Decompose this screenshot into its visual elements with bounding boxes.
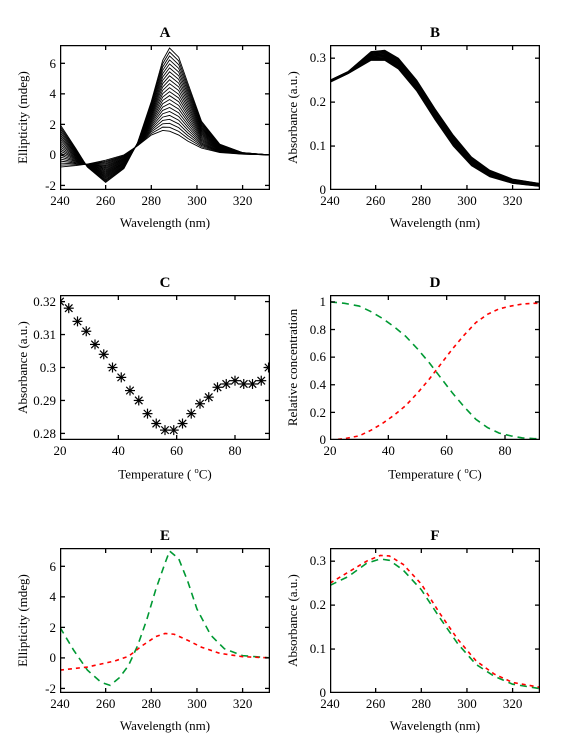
ytick-label: 0.32 [33,294,56,310]
ytick-label: 0.1 [310,138,326,154]
ytick-label: 0.3 [310,553,326,569]
ytick-label: 0 [320,182,327,198]
xtick-label: 320 [223,696,263,712]
panel-title-A: A [60,25,270,42]
ytick-label: 0.6 [310,349,326,365]
ylabel-F: Absorbance (a.u.) [285,548,301,693]
xlabel-E: Wavelength (nm) [60,718,270,734]
xtick-label: 300 [177,193,217,209]
ytick-label: 0.31 [33,327,56,343]
ytick-label: 0 [320,685,327,701]
panel-title-C: C [60,275,270,292]
xtick-label: 300 [447,696,487,712]
xtick-label: 280 [401,696,441,712]
xlabel-F: Wavelength (nm) [330,718,540,734]
ytick-label: 0.29 [33,393,56,409]
ytick-label: 0 [50,650,57,666]
xtick-label: 60 [157,443,197,459]
xtick-label: 320 [493,193,533,209]
ylabel-D: Relative concentration [285,295,301,440]
ylabel-A: Ellipticity (mdeg) [15,45,31,190]
ytick-label: 0.4 [310,377,326,393]
ylabel-C: Absorbance (a.u.) [15,295,31,440]
xtick-label: 240 [310,193,350,209]
xtick-label: 280 [131,696,171,712]
xtick-label: 260 [86,696,126,712]
ytick-label: 6 [50,56,57,72]
ytick-label: 6 [50,559,57,575]
xtick-label: 20 [310,443,350,459]
ytick-label: 0.3 [310,50,326,66]
xtick-label: 320 [493,696,533,712]
ytick-label: 0.8 [310,322,326,338]
panel-B [330,45,540,190]
xtick-label: 240 [40,193,80,209]
xtick-label: 20 [40,443,80,459]
xtick-label: 40 [368,443,408,459]
ytick-label: 0.1 [310,641,326,657]
xtick-label: 80 [215,443,255,459]
panel-plot-E [60,548,270,693]
ylabel-E: Ellipticity (mdeg) [15,548,31,693]
panel-plot-A [60,45,270,190]
panel-plot-F [330,548,540,693]
xtick-label: 260 [356,696,396,712]
ytick-label: 0.3 [40,360,56,376]
panel-title-E: E [60,528,270,545]
ytick-label: 2 [50,620,57,636]
xtick-label: 260 [356,193,396,209]
xtick-label: 40 [98,443,138,459]
panel-plot-D [330,295,540,440]
xtick-label: 80 [485,443,525,459]
figure-root: AEllipticity (mdeg)Wavelength (nm)240260… [0,0,566,731]
ytick-label: 4 [50,86,57,102]
panel-D [330,295,540,440]
ytick-label: 0 [50,147,57,163]
xtick-label: 280 [401,193,441,209]
panel-E [60,548,270,693]
ytick-label: 0 [320,432,327,448]
xtick-label: 260 [86,193,126,209]
panel-F [330,548,540,693]
panel-plot-C [60,295,270,440]
xlabel-A: Wavelength (nm) [60,215,270,231]
xlabel-D: Temperature ( oC) [330,465,540,482]
ytick-label: 1 [320,294,327,310]
xlabel-B: Wavelength (nm) [330,215,540,231]
xtick-label: 240 [40,696,80,712]
xtick-label: 240 [310,696,350,712]
xtick-label: 300 [177,696,217,712]
ytick-label: 4 [50,589,57,605]
ytick-label: 0.28 [33,426,56,442]
ytick-label: -2 [45,178,56,194]
xtick-label: 300 [447,193,487,209]
xlabel-C: Temperature ( oC) [60,465,270,482]
panel-title-D: D [330,275,540,292]
ylabel-B: Absorbance (a.u.) [285,45,301,190]
ytick-label: 0.2 [310,597,326,613]
ytick-label: 2 [50,117,57,133]
ytick-label: 0.2 [310,405,326,421]
ytick-label: 0.2 [310,94,326,110]
xtick-label: 320 [223,193,263,209]
xtick-label: 60 [427,443,467,459]
panel-title-B: B [330,25,540,42]
panel-plot-B [330,45,540,190]
xtick-label: 280 [131,193,171,209]
panel-A [60,45,270,190]
panel-title-F: F [330,528,540,545]
ytick-label: -2 [45,681,56,697]
panel-C [60,295,270,440]
